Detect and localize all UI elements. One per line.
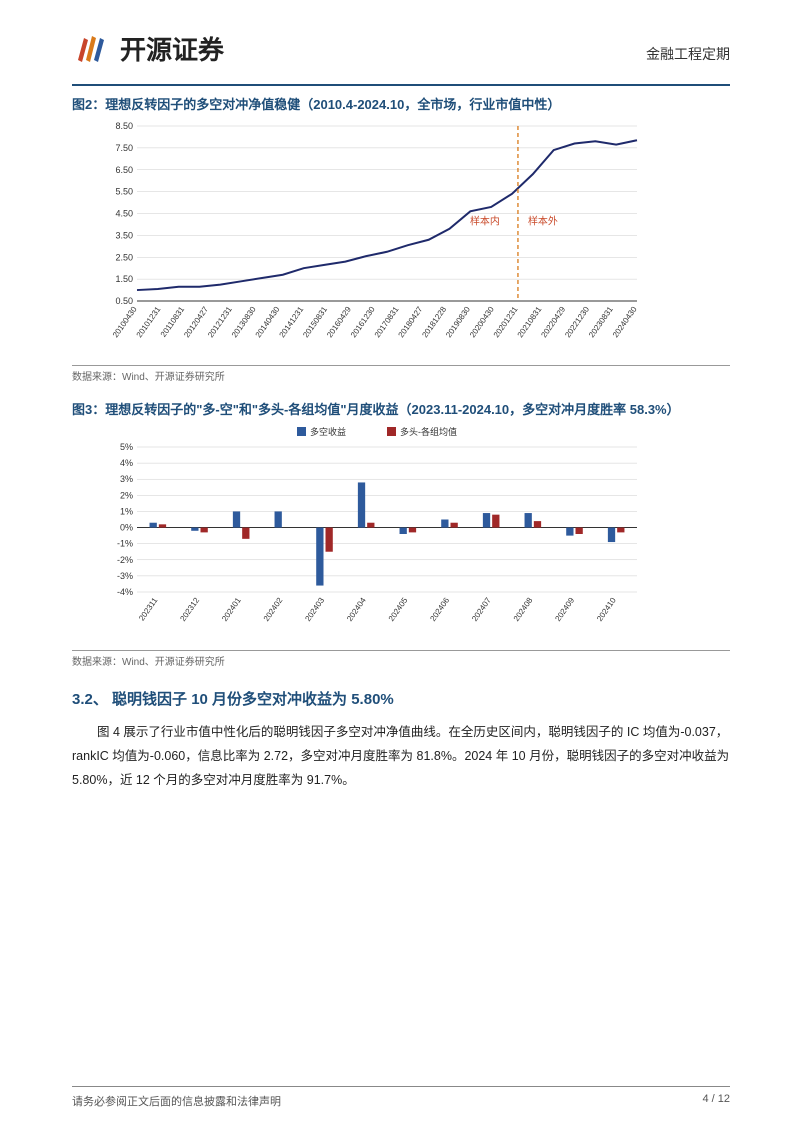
svg-text:3%: 3% [120, 475, 133, 485]
fig2-source: 数据来源：Wind、开源证券研究所 [72, 365, 730, 383]
section-title-text: 聪明钱因子 10 月份多空对冲收益为 5.80% [112, 691, 394, 708]
svg-text:202410: 202410 [595, 596, 618, 623]
svg-text:-1%: -1% [117, 539, 133, 549]
section-body: 图 4 展示了行业市值中性化后的聪明钱因子多空对冲净值曲线。在全历史区间内，聪明… [72, 721, 730, 792]
svg-text:0%: 0% [120, 523, 133, 533]
svg-text:4%: 4% [120, 458, 133, 468]
svg-text:202407: 202407 [470, 596, 493, 623]
svg-text:样本内: 样本内 [470, 215, 500, 228]
doc-type: 金融工程定期 [646, 44, 730, 64]
svg-text:8.50: 8.50 [115, 121, 133, 131]
footer: 请务必参阅正文后面的信息披露和法律声明 4 / 12 [72, 1086, 730, 1109]
svg-text:202311: 202311 [137, 596, 160, 623]
logo-icon [72, 28, 112, 68]
fig3-source: 数据来源：Wind、开源证券研究所 [72, 650, 730, 668]
svg-text:202404: 202404 [345, 596, 368, 623]
logo: 开源证券 [72, 28, 224, 68]
svg-text:3.50: 3.50 [115, 231, 133, 241]
svg-text:20240430: 20240430 [611, 305, 639, 340]
svg-text:-2%: -2% [117, 555, 133, 565]
fig3-chart: -4% -3% -2% -1% 0% 1% 2% 3% 4% 5% 202311 202312 2024… [92, 423, 652, 648]
svg-text:多空收益: 多空收益 [310, 426, 346, 437]
svg-text:1%: 1% [120, 507, 133, 517]
svg-text:-4%: -4% [117, 587, 133, 597]
section-heading: 3.2、 聪明钱因子 10 月份多空对冲收益为 5.80% [72, 688, 730, 709]
svg-text:4.50: 4.50 [115, 209, 133, 219]
header-divider [72, 84, 730, 86]
svg-text:2.50: 2.50 [115, 252, 133, 262]
svg-text:202403: 202403 [303, 596, 326, 623]
page-number: 4 / 12 [702, 1093, 730, 1109]
svg-text:202409: 202409 [553, 596, 576, 623]
svg-text:5%: 5% [120, 442, 133, 452]
header: 开源证券 金融工程定期 [0, 0, 802, 78]
company-name: 开源证券 [120, 30, 224, 67]
fig2-title: 图2：理想反转因子的多空对冲净值稳健（2010.4-2024.10，全市场，行业… [72, 96, 730, 114]
svg-text:多头-各组均值: 多头-各组均值 [400, 426, 457, 437]
section-number: 3.2、 [72, 691, 108, 708]
svg-text:-3%: -3% [117, 571, 133, 581]
svg-text:样本外: 样本外 [528, 215, 558, 228]
svg-text:202312: 202312 [178, 596, 201, 623]
svg-text:0.50: 0.50 [115, 296, 133, 306]
svg-text:202401: 202401 [220, 596, 243, 623]
svg-text:202402: 202402 [262, 596, 285, 623]
svg-text:2%: 2% [120, 491, 133, 501]
svg-text:5.50: 5.50 [115, 187, 133, 197]
disclaimer: 请务必参阅正文后面的信息披露和法律声明 [72, 1093, 281, 1109]
svg-text:6.50: 6.50 [115, 165, 133, 175]
svg-text:202408: 202408 [512, 596, 535, 623]
svg-text:202406: 202406 [428, 596, 451, 623]
svg-text:1.50: 1.50 [115, 274, 133, 284]
fig2-chart: 0.501.502.503.504.505.506.507.508.502010… [92, 118, 652, 363]
svg-text:7.50: 7.50 [115, 143, 133, 153]
svg-text:202405: 202405 [387, 596, 410, 623]
fig3-title: 图3：理想反转因子的"多-空"和"多头-各组均值"月度收益（2023.11-20… [72, 401, 730, 419]
